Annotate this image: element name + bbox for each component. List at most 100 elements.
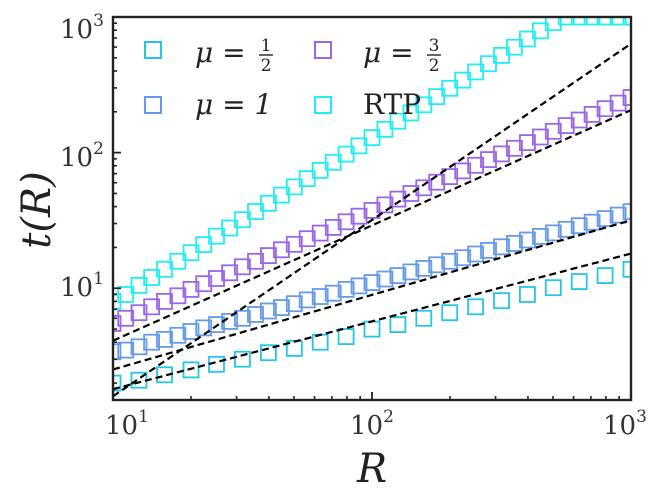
point-mu-3-2 xyxy=(298,230,316,248)
point-mu-1 xyxy=(285,295,303,313)
point-mu-3-2 xyxy=(596,100,614,118)
series-mu-3-2 xyxy=(113,89,631,332)
point-mu-3-2 xyxy=(363,201,381,219)
point-mu-1 xyxy=(544,224,562,242)
legend-marker-rtp xyxy=(314,96,332,114)
point-mu-3-2 xyxy=(272,241,290,259)
point-mu-1 xyxy=(169,326,187,344)
plot-area xyxy=(113,17,631,398)
point-mu-3-2 xyxy=(505,139,523,157)
point-mu-half xyxy=(622,260,631,278)
point-mu-3-2 xyxy=(156,292,173,310)
point-mu-half xyxy=(233,350,251,368)
point-mu-3-2 xyxy=(182,280,200,298)
point-mu-1 xyxy=(363,274,381,292)
point-mu-3-2 xyxy=(337,213,355,231)
x-tick-label-10-3: 103 xyxy=(603,407,647,441)
fit-line-mu-1 xyxy=(113,219,631,371)
point-mu-3-2 xyxy=(480,151,497,169)
point-mu-1 xyxy=(156,330,173,348)
point-mu-3-2 xyxy=(143,298,161,316)
point-mu-1 xyxy=(376,270,394,288)
legend: μ = 1 2 μ = 3 2 μ = 1 RTP xyxy=(144,36,441,121)
point-mu-3-2 xyxy=(247,252,264,270)
point-mu-half xyxy=(337,328,355,346)
point-mu-1 xyxy=(233,309,251,327)
point-mu-3-2 xyxy=(195,275,213,293)
point-mu-3-2 xyxy=(544,122,562,140)
point-mu-1 xyxy=(428,256,446,274)
point-mu-3-2 xyxy=(402,185,420,202)
point-mu-3-2 xyxy=(259,247,277,265)
point-rtp xyxy=(169,252,187,270)
point-mu-1 xyxy=(311,288,329,305)
fit-line-mu-3-2 xyxy=(113,109,631,342)
x-tick-label-10-2: 102 xyxy=(350,407,394,441)
point-mu-1 xyxy=(117,341,135,359)
point-mu-3-2 xyxy=(467,156,485,174)
fit-line-rtp xyxy=(113,42,631,398)
point-mu-1 xyxy=(441,252,459,270)
point-mu-half xyxy=(415,309,433,327)
legend-marker-mu-half xyxy=(144,41,162,59)
point-mu-3-2 xyxy=(557,117,575,134)
point-mu-1 xyxy=(195,319,213,337)
point-mu-1 xyxy=(493,238,510,256)
point-mu-1 xyxy=(519,231,536,249)
point-mu-3-2 xyxy=(622,89,631,106)
point-mu-half xyxy=(493,292,510,310)
point-mu-1 xyxy=(622,203,631,221)
point-mu-3-2 xyxy=(454,162,472,180)
point-rtp xyxy=(583,17,601,26)
y-tick-label-10-1: 101 xyxy=(60,269,104,303)
point-mu-3-2 xyxy=(233,258,251,276)
legend-frac-num-mu-half: 1 xyxy=(261,36,272,56)
tick-marks xyxy=(112,16,632,400)
point-mu-3-2 xyxy=(350,207,368,225)
point-mu-3-2 xyxy=(208,270,225,287)
point-mu-3-2 xyxy=(415,179,433,197)
point-mu-half xyxy=(570,273,588,291)
y-tick-label-10-2: 102 xyxy=(60,139,104,173)
point-mu-1 xyxy=(402,263,420,281)
x-tick-label-10-1: 101 xyxy=(105,407,149,441)
point-mu-half xyxy=(259,344,277,362)
point-mu-3-2 xyxy=(428,173,446,191)
point-mu-3-2 xyxy=(117,309,135,327)
point-mu-1 xyxy=(609,206,627,224)
point-mu-3-2 xyxy=(389,190,407,208)
legend-label-mu-1: μ = 1 xyxy=(195,88,272,121)
point-mu-3-2 xyxy=(130,304,148,322)
point-mu-3-2 xyxy=(609,94,627,112)
legend-frac-num-mu-3-2: 3 xyxy=(429,36,440,56)
point-mu-half xyxy=(467,298,485,316)
point-mu-3-2 xyxy=(169,287,187,305)
point-mu-1 xyxy=(247,306,264,323)
point-rtp xyxy=(596,17,614,26)
point-mu-3-2 xyxy=(493,145,510,163)
y-tick-labels: 103 102 101 xyxy=(60,11,104,303)
fit-line-mu-half xyxy=(113,252,631,391)
series-mu-half xyxy=(113,260,631,392)
point-mu-3-2 xyxy=(519,134,536,152)
x-tick-labels: 101 102 103 xyxy=(105,407,647,441)
point-mu-1 xyxy=(454,249,472,267)
point-mu-1 xyxy=(596,210,614,228)
legend-marker-mu-3-2 xyxy=(314,41,332,59)
point-mu-1 xyxy=(532,227,549,245)
legend-frac-den-mu-half: 2 xyxy=(261,56,272,76)
legend-label-mu-3-2: μ = xyxy=(363,36,414,69)
legend-frac-den-mu-3-2: 2 xyxy=(429,56,440,76)
point-mu-3-2 xyxy=(221,264,239,282)
y-tick-label-10-3: 103 xyxy=(60,11,104,45)
point-mu-3-2 xyxy=(324,218,342,236)
point-mu-3-2 xyxy=(532,128,549,146)
point-mu-half xyxy=(596,267,614,285)
point-mu-1 xyxy=(389,267,407,285)
point-mu-1 xyxy=(467,245,485,263)
point-mu-1 xyxy=(259,302,277,320)
point-mu-half xyxy=(182,361,200,379)
point-mu-3-2 xyxy=(441,168,459,186)
point-mu-1 xyxy=(415,259,433,277)
